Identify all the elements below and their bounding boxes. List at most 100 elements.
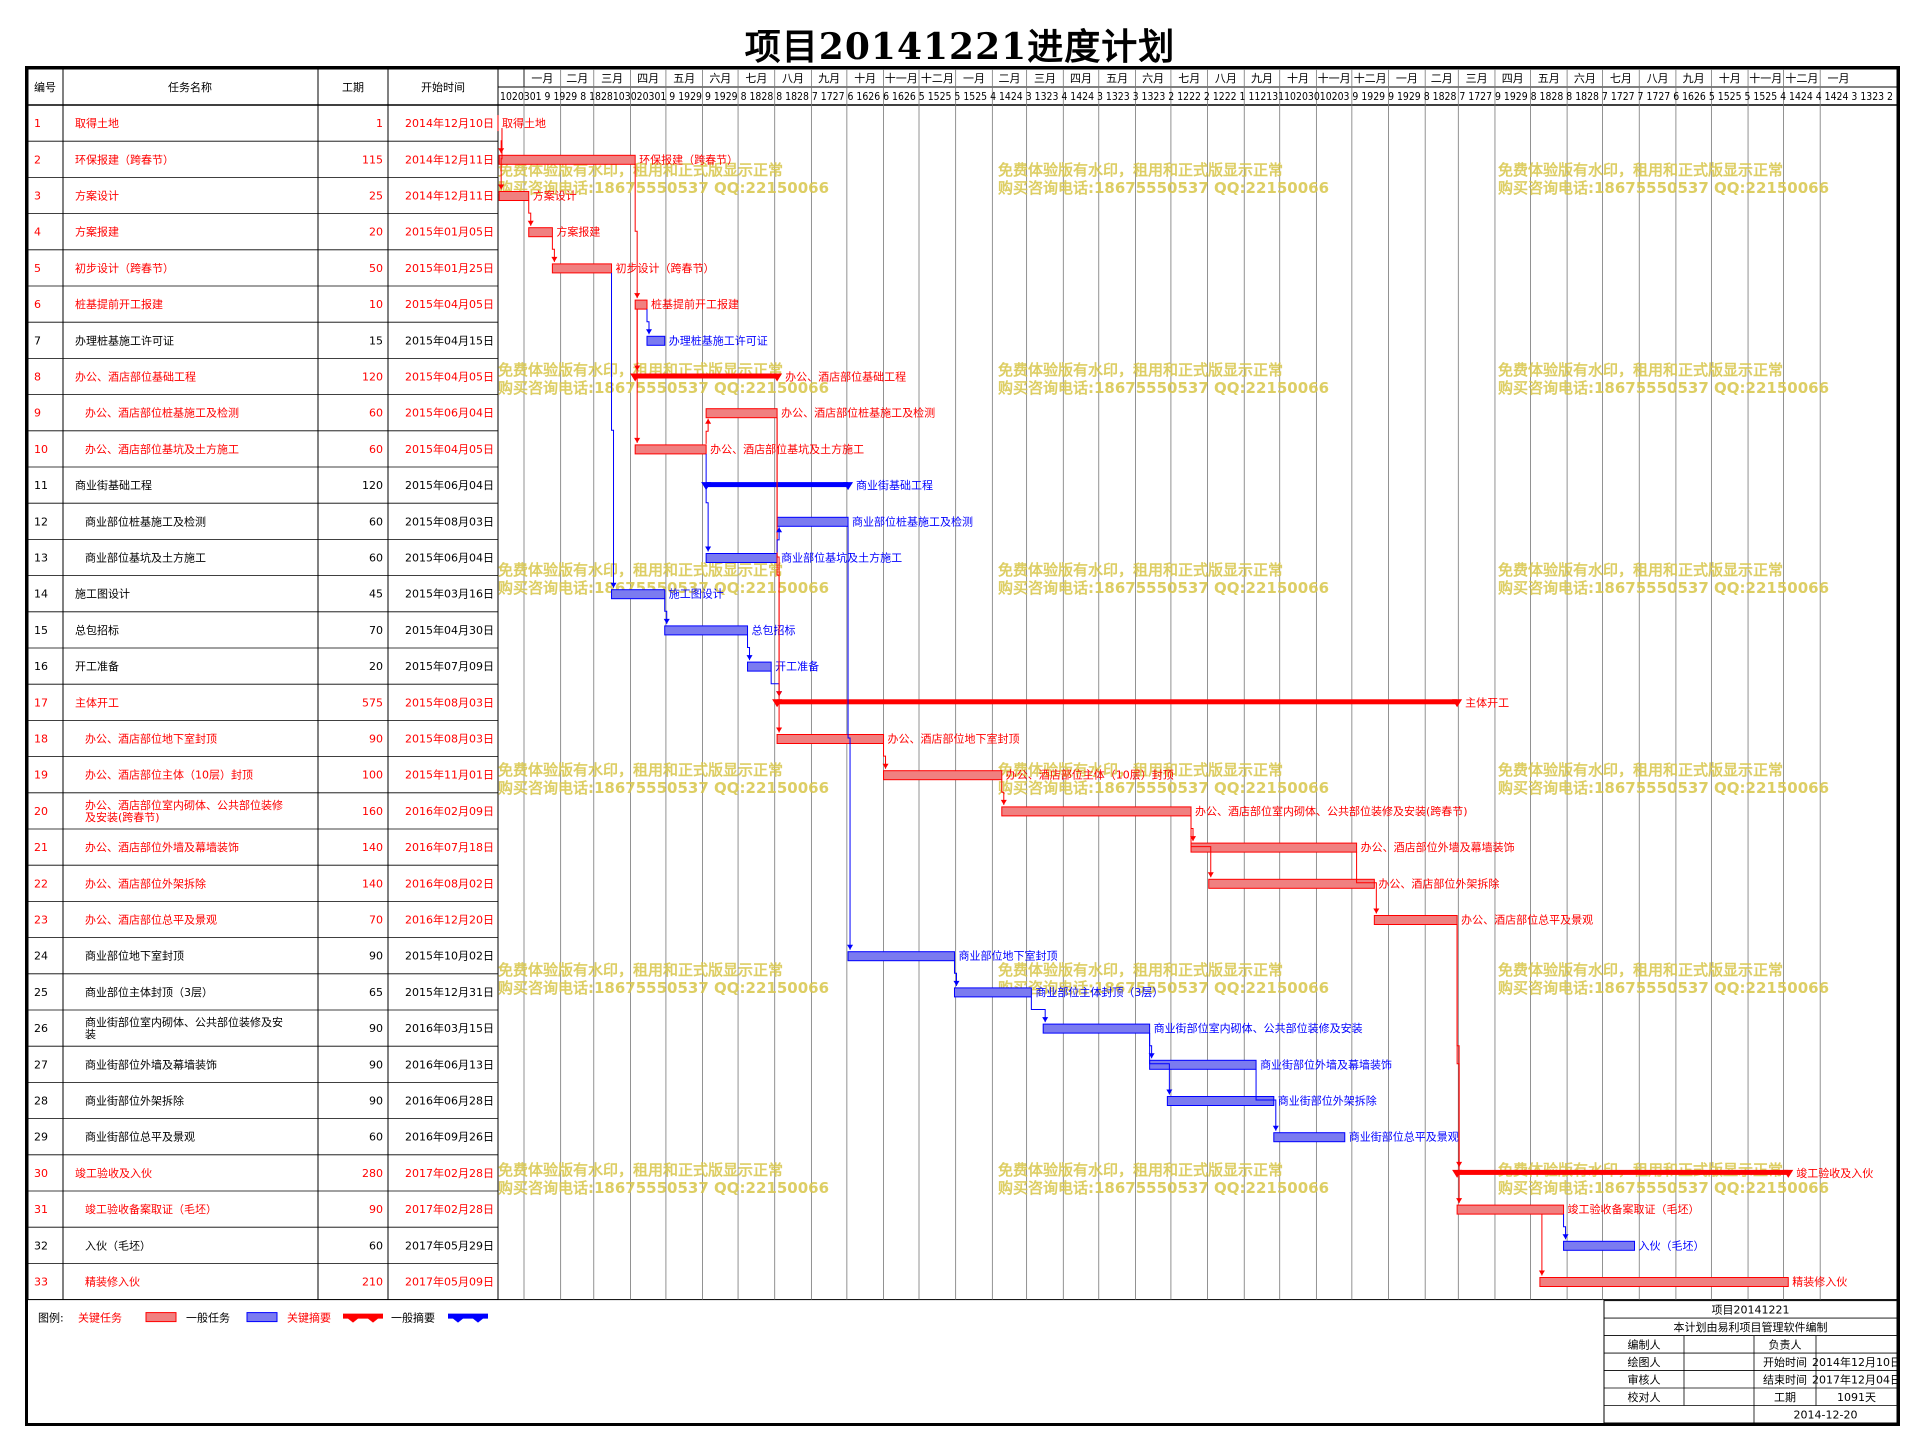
dependency-link [528,200,532,226]
header-duration: 工期 [342,81,364,94]
dependency-arrow [953,980,960,986]
task-name: 桩基提前开工报建 [75,297,163,311]
task-id: 20 [34,805,48,818]
info-value: 1091天 [1837,1391,1876,1404]
task-bar[interactable] [664,625,749,636]
month-label: 五月 [673,72,695,85]
task-bar-label: 方案设计 [533,189,577,203]
task-bar[interactable] [1190,842,1358,853]
dependency-link [883,743,887,769]
task-duration: 280 [362,1167,383,1180]
summary-bar [635,373,778,379]
task-bar[interactable] [634,444,707,455]
task-start: 2015年04月05日 [405,442,494,456]
dependency-link [1001,779,1005,805]
task-duration: 20 [369,226,383,239]
watermark: 免费体验版有水印，租用和正式版显示正常 [498,561,783,579]
month-label: 五月 [1106,72,1128,85]
watermark: 购买咨询电话:18675550537 QQ:22150066 [498,379,829,397]
month-label: 三月 [601,72,623,85]
task-bar-label: 商业街部位室内砌体、公共部位装修及安装 [1154,1021,1363,1035]
task-bar[interactable] [705,408,778,419]
summary-bar [777,699,1458,705]
legend-general-task: 一般任务 [186,1312,230,1325]
header-name: 任务名称 [168,80,212,94]
task-bar[interactable] [747,661,772,672]
dependency-link [776,527,780,553]
task-bar[interactable] [498,154,636,165]
task-bar[interactable] [646,335,666,346]
task-name: 精装修入伙 [85,1275,140,1289]
task-bar-label: 办公、酒店部位外墙及幕墙装饰 [1361,840,1515,854]
month-label: 一月 [1396,72,1418,85]
watermark: 免费体验版有水印，租用和正式版显示正常 [498,961,783,979]
watermark: 购买咨询电话:18675550537 QQ:22150066 [1498,379,1829,397]
info-value: 2017年12月04日 [1812,1372,1897,1386]
task-bar-label: 办公、酒店部位基坑及土方施工 [710,442,864,456]
task-start: 2015年12月31日 [405,985,494,999]
month-label: 三月 [1034,72,1056,85]
task-bar[interactable] [1042,1023,1151,1034]
task-start: 2016年03月15日 [405,1021,494,1035]
task-id: 31 [34,1203,48,1216]
task-duration: 45 [369,588,383,601]
legend-general-summary: 一般摘要 [391,1311,435,1325]
dependency-arrow [1272,1125,1279,1131]
page-title: 项目20141221进度计划 [744,26,1176,68]
dependency-link [776,417,780,733]
month-label: 八月 [782,72,804,85]
task-name: 办公、酒店部位基坑及土方施工 [85,442,239,456]
task-bar[interactable] [1539,1277,1789,1287]
task-bar-label: 办公、酒店部位外架拆除 [1378,876,1499,890]
dependency-link [634,164,638,299]
watermark: 购买咨询电话:18675550537 QQ:22150066 [498,579,829,597]
task-bar[interactable] [551,263,613,274]
task-bar[interactable] [1208,878,1375,889]
task-bar-label: 总包招标 [752,623,796,637]
task-name: 办公、酒店部位总平及景观 [85,913,217,927]
task-bar[interactable] [1001,806,1192,817]
task-name: 办公、酒店部位外墙及幕墙装饰 [85,840,239,854]
summary-end-cap [1452,699,1463,708]
task-bar[interactable] [1149,1059,1257,1070]
task-bar[interactable] [1166,1096,1275,1106]
task-id: 4 [34,226,41,239]
task-name: 办公、酒店部位室内砌体、公共部位装修 [85,798,283,812]
month-label: 七月 [1610,72,1632,85]
task-bar[interactable] [634,299,648,310]
task-bar[interactable] [528,227,553,238]
task-bar[interactable] [1456,1204,1565,1215]
task-bar[interactable] [705,553,778,563]
month-label: 四月 [1070,72,1092,85]
month-label: 五月 [1538,72,1560,85]
info-label: 审核人 [1628,1372,1661,1386]
task-bar[interactable] [847,951,955,962]
task-bar[interactable] [883,770,1003,781]
month-label: 八月 [1647,72,1669,85]
month-label: 六月 [1142,72,1164,85]
task-bar[interactable] [1273,1132,1346,1143]
task-bar[interactable] [611,589,666,600]
dependency-link [1255,1069,1277,1131]
task-bar[interactable] [1373,915,1458,925]
month-label: 六月 [709,72,731,85]
task-bar[interactable] [953,987,1032,998]
task-start: 2015年06月04日 [405,406,494,420]
task-bar[interactable] [776,734,885,744]
dependency-arrow [498,148,505,154]
task-bar-label: 商业街部位总平及景观 [1349,1130,1459,1144]
task-id: 30 [34,1167,48,1180]
watermark: 免费体验版有水印，租用和正式版显示正常 [498,1161,783,1179]
dependency-arrow [882,763,889,769]
task-id: 21 [34,841,48,854]
watermark: 购买咨询电话:18675550537 QQ:22150066 [498,1179,829,1197]
task-id: 29 [34,1131,48,1144]
task-bar[interactable] [1563,1240,1636,1251]
info-value: 2014年12月10日 [1812,1355,1897,1369]
task-start: 2017年02月28日 [405,1166,494,1180]
task-bar-label: 办公、酒店部位总平及景观 [1461,913,1593,927]
task-bar[interactable] [498,191,530,201]
watermark: 免费体验版有水印，租用和正式版显示正常 [998,1161,1283,1179]
task-duration: 140 [362,877,383,890]
task-bar[interactable] [776,516,849,527]
